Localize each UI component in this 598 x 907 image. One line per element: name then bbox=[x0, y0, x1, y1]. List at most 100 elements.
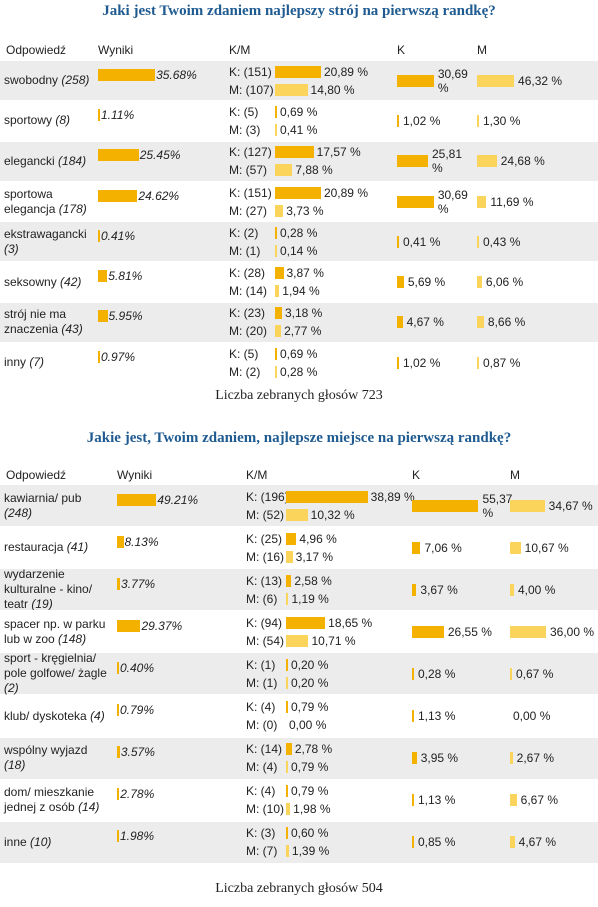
answer-name: sport - kręgielnia/ pole golfowe/ żagle bbox=[4, 651, 107, 681]
answer-label: wspólny wyjazd (18) bbox=[4, 738, 111, 779]
men-share-bar bbox=[510, 752, 513, 765]
header-k: K bbox=[397, 43, 406, 57]
men-count: M: (6) bbox=[246, 591, 278, 606]
answer-text: inny (7) bbox=[4, 355, 44, 370]
women-count: K: (13) bbox=[246, 573, 283, 588]
women-share-percent: 1,13 % bbox=[418, 709, 456, 724]
men-bar bbox=[286, 550, 293, 563]
men-share-cell: 0,43 % bbox=[477, 222, 596, 261]
women-count: K: (127) bbox=[229, 145, 272, 160]
answer-count: (43) bbox=[61, 322, 83, 337]
answer-label: elegancki (184) bbox=[4, 142, 92, 181]
women-share-percent: 30,69 % bbox=[437, 66, 468, 95]
men-line: M: (52) 10,32 % bbox=[246, 507, 355, 523]
women-percent: 0,79 % bbox=[291, 700, 329, 715]
answer-label: restauracja (41) bbox=[4, 527, 111, 568]
results-cell: 25.45% bbox=[98, 142, 225, 181]
men-share-cell: 24,68 % bbox=[477, 142, 596, 181]
result-bar bbox=[98, 229, 100, 242]
women-share-percent: 3,95 % bbox=[420, 751, 459, 766]
women-line: K: (1) 0,20 % bbox=[246, 657, 328, 673]
men-count: M: (1) bbox=[246, 675, 278, 690]
men-share-cell: 6,06 % bbox=[477, 263, 596, 302]
answer-count: (3) bbox=[4, 241, 19, 256]
result-bar bbox=[98, 270, 108, 283]
women-percent: 0,20 % bbox=[291, 657, 329, 672]
men-line: M: (6) 1,19 % bbox=[246, 591, 329, 607]
answer-label: sportowy (8) bbox=[4, 101, 92, 140]
men-bar bbox=[275, 204, 284, 217]
women-percent: 3,18 % bbox=[284, 306, 323, 321]
km-cell: K: (3) 0,60 % M: (7) 1,39 % bbox=[246, 822, 410, 863]
answer-name: spacer np. w parku lub w zoo bbox=[4, 616, 106, 646]
answer-name: swobodny bbox=[4, 73, 59, 88]
women-share-percent: 0,41 % bbox=[403, 234, 441, 249]
answer-text: kawiarnia/ pub (248) bbox=[4, 491, 111, 521]
men-share-bar bbox=[510, 625, 546, 638]
women-share-percent: 55,37 % bbox=[482, 491, 513, 520]
men-bar bbox=[275, 83, 308, 96]
women-share-cell: 0,28 % bbox=[412, 653, 508, 694]
women-bar bbox=[275, 65, 321, 78]
result-percent: 0.97% bbox=[101, 349, 136, 364]
men-line: M: (27) 3,73 % bbox=[229, 203, 324, 219]
women-bar bbox=[275, 105, 277, 118]
women-line: K: (151) 20,89 % bbox=[229, 64, 368, 80]
answer-text: seksowny (42) bbox=[4, 275, 81, 290]
women-count: K: (4) bbox=[246, 700, 276, 715]
men-share-percent: 0,67 % bbox=[516, 666, 554, 681]
answer-name: strój nie ma znaczenia bbox=[4, 307, 67, 337]
women-count: K: (23) bbox=[229, 306, 266, 321]
men-bar bbox=[286, 634, 309, 647]
table-row: seksowny (42) 5.81% K: (28) 3,87 % M: (14) 1,… bbox=[0, 261, 598, 302]
women-percent: 2,58 % bbox=[294, 573, 332, 588]
answer-label: seksowny (42) bbox=[4, 263, 92, 302]
women-bar bbox=[286, 490, 368, 503]
answer-label: inne (10) bbox=[4, 822, 111, 863]
men-line: M: (14) 1,94 % bbox=[229, 283, 320, 299]
answer-count: (7) bbox=[29, 355, 45, 370]
women-line: K: (14) 2,78 % bbox=[246, 741, 332, 757]
men-share-cell: 0,87 % bbox=[477, 343, 596, 382]
header-m: M bbox=[510, 468, 520, 482]
results-cell: 3.57% bbox=[117, 738, 242, 779]
women-percent: 38,89 % bbox=[370, 489, 415, 504]
km-cell: K: (151) 20,89 % M: (27) 3,73 % bbox=[229, 182, 395, 221]
men-count: M: (4) bbox=[246, 760, 278, 775]
women-share-bar bbox=[412, 752, 417, 765]
result-bar bbox=[117, 577, 121, 590]
km-cell: K: (25) 4,96 % M: (16) 3,17 % bbox=[246, 527, 410, 568]
men-count: M: (16) bbox=[246, 549, 285, 564]
men-line: M: (20) 2,77 % bbox=[229, 323, 321, 339]
men-line: M: (1) 0,14 % bbox=[229, 243, 317, 259]
women-count: K: (5) bbox=[229, 346, 259, 361]
results-cell: 8.13% bbox=[117, 527, 242, 568]
answer-label: swobodny (258) bbox=[4, 61, 92, 100]
men-bar bbox=[286, 845, 289, 858]
women-count: K: (94) bbox=[246, 615, 283, 630]
header-results: Wyniki bbox=[98, 43, 134, 57]
answer-text: sportowy (8) bbox=[4, 113, 70, 128]
women-share-cell: 26,55 % bbox=[412, 611, 508, 652]
men-line: M: (10) 1,98 % bbox=[246, 801, 331, 817]
men-count: M: (107) bbox=[229, 82, 274, 97]
results-cell: 3.77% bbox=[117, 569, 242, 610]
women-share-bar bbox=[397, 195, 434, 208]
men-bar bbox=[275, 244, 277, 257]
result-bar bbox=[117, 493, 157, 506]
men-bar bbox=[286, 676, 288, 689]
men-share-percent: 36,00 % bbox=[550, 624, 595, 639]
men-line: M: (7) 1,39 % bbox=[246, 843, 329, 859]
survey-title: Jakie jest, Twoim zdaniem, najlepsze mie… bbox=[86, 430, 512, 446]
men-share-percent: 10,67 % bbox=[524, 540, 569, 555]
result-percent: 0.40% bbox=[120, 660, 155, 675]
men-count: M: (3) bbox=[229, 122, 261, 137]
answer-name: elegancki bbox=[4, 153, 55, 168]
answer-count: (10) bbox=[30, 834, 52, 849]
men-share-percent: 4,00 % bbox=[518, 582, 556, 597]
table-row: wydarzenie kulturalne - kino/ teatr (19)… bbox=[0, 567, 598, 611]
answer-count: (184) bbox=[58, 153, 87, 168]
men-share-percent: 8,66 % bbox=[487, 315, 526, 330]
men-share-cell: 11,69 % bbox=[477, 182, 596, 221]
results-cell: 24.62% bbox=[98, 182, 225, 221]
